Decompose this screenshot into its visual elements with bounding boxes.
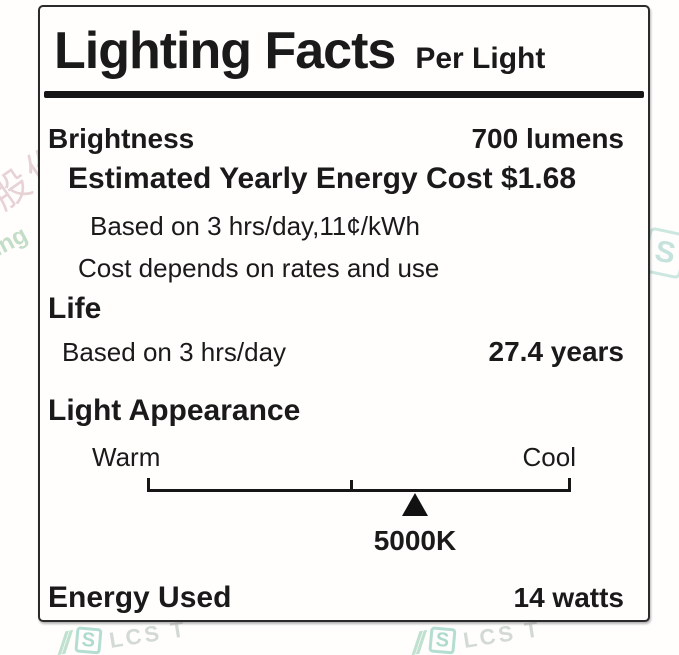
cool-label: Cool: [522, 442, 576, 472]
watermark-logo-slashes-icon: //: [410, 626, 425, 655]
label-title: Lighting Facts: [54, 22, 396, 80]
estimated-cost-text: Estimated Yearly Energy Cost $1.68: [68, 162, 577, 195]
watermark-logo-s-icon: S: [74, 626, 103, 655]
brightness-label: Brightness: [48, 123, 195, 154]
energy-used-row: Energy Used 14 watts: [40, 581, 648, 615]
life-heading-row: Life: [40, 292, 648, 326]
label-header: Lighting Facts Per Light: [54, 21, 640, 81]
light-appearance-heading-row: Light Appearance: [40, 394, 648, 428]
brightness-row: Brightness 700 lumens: [40, 123, 648, 155]
label-subtitle: Per Light: [415, 42, 546, 75]
life-heading: Life: [48, 292, 102, 325]
brightness-value: 700 lumens: [471, 123, 624, 154]
scale-tick-middle: [350, 480, 353, 492]
watermark-ing-text: ing: [0, 221, 32, 262]
warm-label: Warm: [92, 442, 161, 472]
watermark-logo-s-icon: S: [428, 626, 457, 655]
life-basis-label: Based on 3 hrs/day: [62, 337, 287, 367]
color-temperature-scale: 5000K: [147, 478, 571, 558]
estimated-cost-row: Estimated Yearly Energy Cost $1.68: [40, 162, 648, 196]
life-value: 27.4 years: [488, 336, 624, 367]
warm-cool-row: Warm Cool: [40, 442, 648, 473]
cost-basis-text: Based on 3 hrs/day,11¢/kWh: [90, 211, 421, 241]
color-temp-marker-icon: [401, 493, 428, 516]
scale-line: [147, 489, 571, 492]
energy-used-value: 14 watts: [513, 582, 625, 613]
scale-tick-left: [147, 478, 150, 492]
watermark-side-logo-letter: S: [651, 234, 679, 271]
cost-note-text: Cost depends on rates and use: [78, 253, 440, 283]
scale-tick-right: [568, 478, 571, 492]
header-divider: [44, 91, 644, 98]
life-value-row: Based on 3 hrs/day 27.4 years: [40, 336, 648, 368]
cost-basis-row: Based on 3 hrs/day,11¢/kWh: [40, 211, 648, 242]
energy-used-label: Energy Used: [48, 581, 232, 614]
cost-note-row: Cost depends on rates and use: [40, 253, 648, 284]
watermark-logo-slashes-icon: //: [56, 626, 71, 655]
light-appearance-heading: Light Appearance: [48, 394, 301, 427]
color-temp-value: 5000K: [373, 525, 457, 556]
lighting-facts-label: Lighting Facts Per Light Brightness 700 …: [38, 5, 650, 622]
